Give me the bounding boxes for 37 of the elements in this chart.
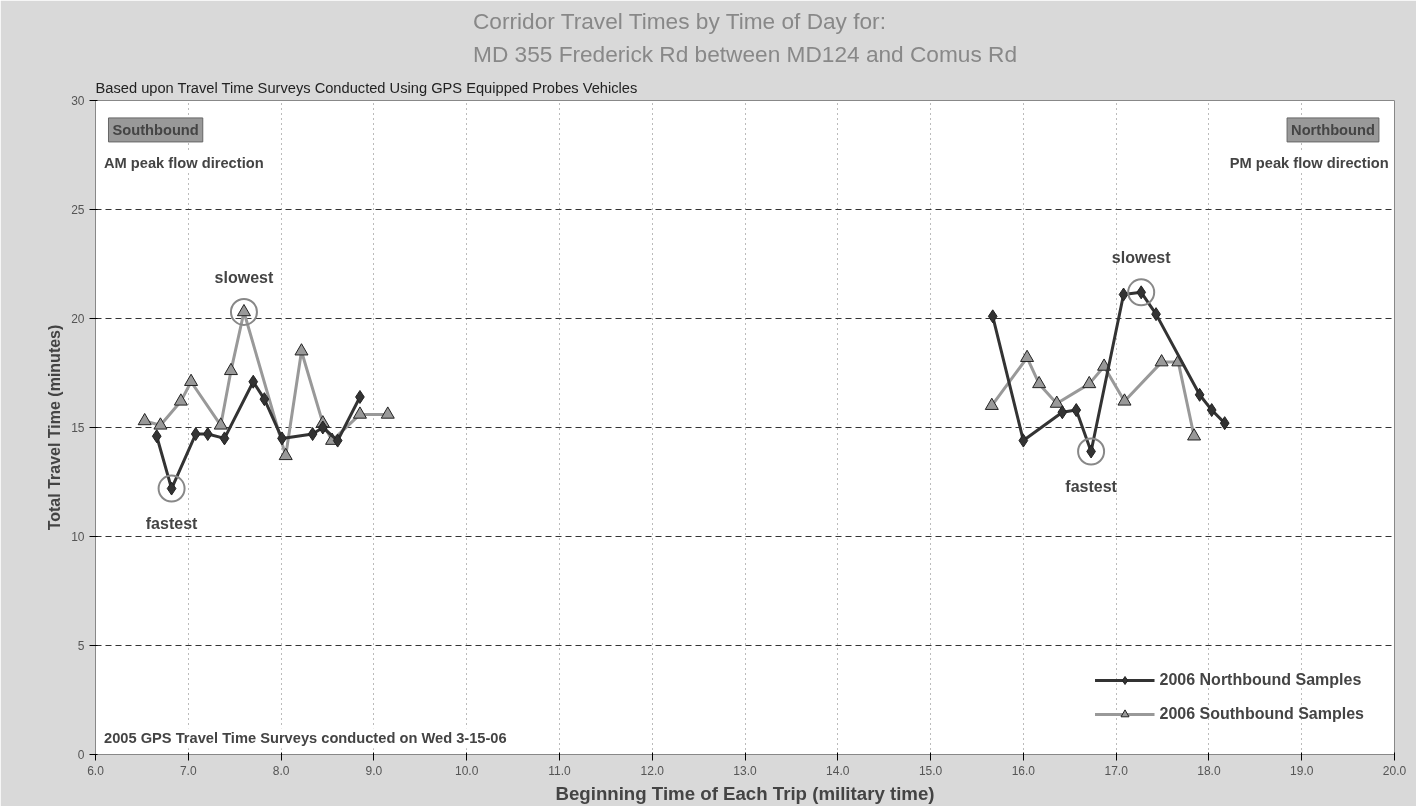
y-tick-label: 10	[71, 530, 85, 544]
legend-label: 2006 Northbound Samples	[1159, 671, 1362, 689]
annotation: fastest	[145, 514, 199, 532]
annotation: 2005 GPS Travel Time Surveys conducted on Wed 3-15-06	[104, 730, 507, 747]
y-tick-label: 5	[77, 639, 85, 653]
y-tick-label: 20	[71, 312, 85, 326]
x-tick-label: 12.0	[640, 763, 665, 778]
annotation: Northbound	[1291, 121, 1375, 138]
x-tick-label: 20.0	[1382, 763, 1407, 778]
x-tick-label: 13.0	[733, 763, 757, 778]
x-tick-label: 8.0	[272, 763, 290, 778]
y-tick-label: 30	[71, 94, 85, 108]
x-tick-label: 14.0	[826, 763, 850, 778]
x-tick-label: 15.0	[918, 763, 943, 778]
x-tick-label: 7.0	[179, 763, 197, 778]
annotation: PM peak flow direction	[1229, 154, 1389, 171]
chart-subtitle: Based upon Travel Time Surveys Conducted Using GPS Equipped Probes Vehicles	[95, 79, 638, 96]
x-tick-label: 11.0	[548, 763, 571, 778]
annotation: slowest	[1111, 249, 1172, 267]
x-tick-label: 10.0	[454, 763, 479, 778]
annotation: AM peak flow direction	[104, 154, 264, 171]
annotation: fastest	[1065, 477, 1118, 495]
annotation: slowest	[214, 268, 274, 286]
x-tick-label: 17.0	[1104, 763, 1129, 778]
chart-title: Corridor Travel Times by Time of Day for: MD 355 Frederick Rd between MD124 and Comus Rd	[473, 7, 1017, 68]
y-axis-title: Total Travel Time (minutes)	[46, 324, 64, 531]
x-axis-title: Beginning Time of Each Trip (military time)	[555, 782, 935, 804]
annotation: Southbound	[112, 121, 199, 138]
y-tick-label: 15	[71, 421, 85, 435]
x-tick-label: 16.0	[1011, 763, 1036, 778]
x-tick-label: 19.0	[1290, 763, 1314, 778]
x-tick-label: 9.0	[365, 763, 383, 778]
y-tick-label: 25	[71, 203, 85, 217]
x-tick-label: 6.0	[87, 763, 105, 778]
y-tick-label: 0	[77, 748, 85, 762]
x-tick-label: 18.0	[1197, 763, 1221, 778]
legend-label: 2006 Southbound Samples	[1159, 705, 1364, 723]
